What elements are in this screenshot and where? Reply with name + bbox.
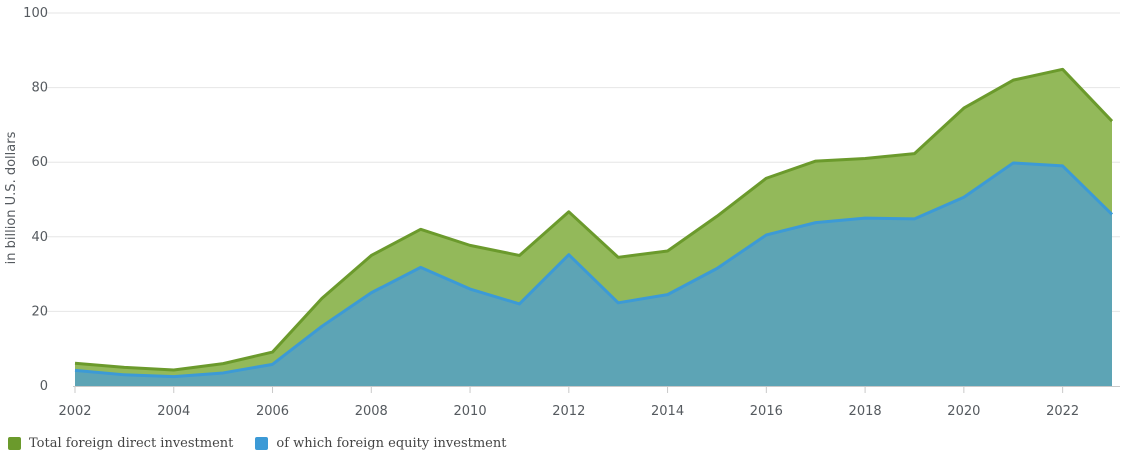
x-tick-label-2006: 2006 <box>256 404 289 419</box>
x-tick-label-2004: 2004 <box>157 404 190 419</box>
y-tick-label-40: 40 <box>31 230 48 245</box>
series-lines <box>74 67 1114 379</box>
y-axis-title: in billion U.S. dollars <box>4 131 19 264</box>
y-tick-label-20: 20 <box>31 304 48 319</box>
legend: Total foreign direct investment of which… <box>8 436 528 451</box>
x-tick-label-2002: 2002 <box>58 404 91 419</box>
series-areas <box>75 69 1112 386</box>
y-tick-label-0: 0 <box>40 379 48 394</box>
legend-label-equity-investment: of which foreign equity investment <box>276 436 507 451</box>
x-tick-label-2022: 2022 <box>1046 404 1079 419</box>
line-series-0 <box>74 67 1114 372</box>
area-series-1 <box>75 162 1112 386</box>
x-tick-label-2008: 2008 <box>355 404 388 419</box>
legend-item-total-fdi[interactable]: Total foreign direct investment <box>8 436 233 451</box>
x-tick-label-2012: 2012 <box>552 404 585 419</box>
x-tick-label-2010: 2010 <box>454 404 487 419</box>
y-tick-label-100: 100 <box>23 6 48 21</box>
legend-swatch-equity-investment <box>255 437 269 450</box>
line-series-1 <box>74 161 1114 379</box>
x-tick-label-2020: 2020 <box>947 404 980 419</box>
legend-item-equity-investment[interactable]: of which foreign equity investment <box>255 436 506 451</box>
x-tick-label-2016: 2016 <box>750 404 783 419</box>
axes: 0 20 40 60 80 100 2002 2004 2006 2008 2010 2012 2014… <box>23 6 1120 419</box>
legend-swatch-total-fdi <box>8 437 21 450</box>
x-tick-label-2014: 2014 <box>651 404 684 419</box>
x-tick-label-2018: 2018 <box>849 404 882 419</box>
y-tick-label-80: 80 <box>31 81 48 96</box>
legend-label-total-fdi: Total foreign direct investment <box>29 436 234 451</box>
y-tick-label-60: 60 <box>31 155 48 170</box>
